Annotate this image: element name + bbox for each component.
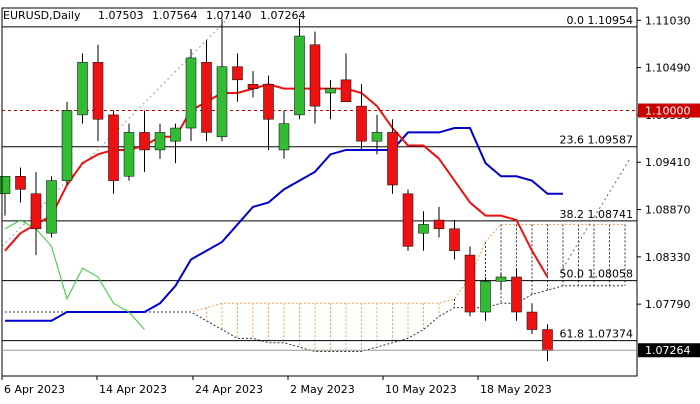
candle-body [123,132,135,177]
candle-body [418,224,429,234]
fib-label: 0.0 1.10954 [567,14,633,27]
header-low: 1.07140 [206,9,252,22]
chikou-span-line [4,219,145,330]
candle-body [201,62,212,133]
candle-body [185,57,197,129]
y-tick-label: 1.08330 [645,251,691,264]
y-tick-label: 1.07790 [645,298,691,311]
current-price-label: 1.07264 [645,344,691,357]
candle-body [139,132,150,151]
resistance-price-label: 1.10000 [645,105,691,118]
candle-body [526,311,538,330]
candle-body [542,329,553,351]
y-tick-label: 1.11030 [645,14,691,27]
candle-body [46,180,57,234]
candle-body [247,83,259,89]
candle-body [402,193,414,247]
candle-body [433,219,445,230]
x-tick-label: 6 Apr 2023 [4,383,65,396]
candle-body [464,254,476,313]
y-tick-label: 1.10490 [645,62,691,75]
candle-body [170,127,181,142]
candle-body [0,175,11,195]
candle-body [154,132,166,151]
candle-body [92,62,104,120]
candle-body [371,132,383,142]
candle-body [325,88,336,94]
x-tick-label: 14 Apr 2023 [99,383,167,396]
senkou-span-a [5,223,625,313]
x-tick-label: 10 May 2023 [385,383,457,396]
fib-label: 23.6 1.09587 [560,134,633,147]
candle-body [263,83,274,120]
candle-body [309,44,321,107]
candle-body [30,193,42,230]
candle-body [495,276,507,282]
current-price-tag [638,343,700,358]
tenkan-sen-line [4,83,549,278]
candle-body [108,114,119,181]
fib-label: 61.8 1.07374 [560,328,633,341]
candle-body [340,79,352,103]
fib-label: 50.0 1.08058 [560,268,633,281]
y-tick-label: 1.09410 [645,156,691,169]
candle-body [77,62,88,116]
resistance-price-tag [638,103,700,118]
fib-label: 38.2 1.08741 [560,208,633,221]
candle-body [511,276,522,313]
fib-fan-line [559,158,631,273]
x-tick-label: 2 May 2023 [290,383,355,396]
candle-body [356,105,367,142]
y-tick-label: 1.08870 [645,204,691,217]
header-high: 1.07564 [152,9,198,22]
x-tick-label: 24 Apr 2023 [195,383,263,396]
candle-body [278,123,290,151]
candle-body [216,66,228,138]
candle-body [61,110,73,181]
candle-body [15,175,26,190]
x-tick-label: 18 May 2023 [480,383,552,396]
candle-body [232,66,243,81]
kijun-sen-line [5,127,563,322]
header-close: 1.07264 [260,9,306,22]
chart-header: EURUSD,Daily [3,9,81,22]
header-open: 1.07503 [98,9,144,22]
candle-body [294,35,305,116]
candle-body [387,132,398,186]
candle-body [480,281,491,313]
candle-body [449,228,460,251]
